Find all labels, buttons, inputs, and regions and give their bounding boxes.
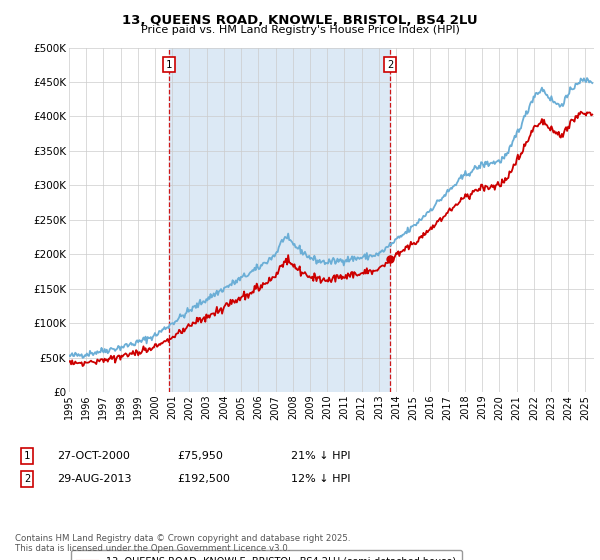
Text: 13, QUEENS ROAD, KNOWLE, BRISTOL, BS4 2LU: 13, QUEENS ROAD, KNOWLE, BRISTOL, BS4 2L… [122, 14, 478, 27]
Bar [169, 48, 390, 392]
Text: £192,500: £192,500 [177, 474, 230, 484]
Text: 29-AUG-2013: 29-AUG-2013 [57, 474, 131, 484]
Text: 12% ↓ HPI: 12% ↓ HPI [291, 474, 350, 484]
Text: 2: 2 [387, 60, 394, 70]
Text: £75,950: £75,950 [177, 451, 223, 461]
Text: 27-OCT-2000: 27-OCT-2000 [57, 451, 130, 461]
Text: 2: 2 [24, 474, 30, 484]
Text: 1: 1 [166, 60, 172, 70]
Text: 1: 1 [24, 451, 30, 461]
Text: 21% ↓ HPI: 21% ↓ HPI [291, 451, 350, 461]
Text: Price paid vs. HM Land Registry's House Price Index (HPI): Price paid vs. HM Land Registry's House … [140, 25, 460, 35]
Text: Contains HM Land Registry data © Crown copyright and database right 2025.
This d: Contains HM Land Registry data © Crown c… [15, 534, 350, 553]
Legend: 13, QUEENS ROAD, KNOWLE, BRISTOL, BS4 2LU (semi-detached house), HPI: Average pr: 13, QUEENS ROAD, KNOWLE, BRISTOL, BS4 2L… [71, 550, 462, 560]
